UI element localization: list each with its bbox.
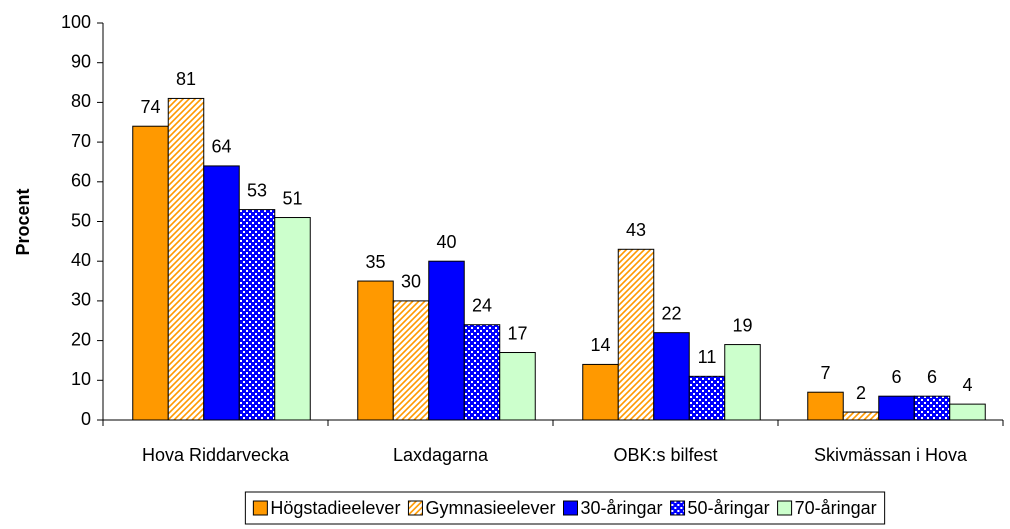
y-tick-label: 30 — [71, 290, 91, 310]
data-label: 17 — [507, 323, 527, 343]
x-tick-label: Laxdagarna — [393, 445, 489, 465]
y-tick-label: 70 — [71, 131, 91, 151]
y-tick-label: 100 — [61, 12, 91, 32]
data-label: 22 — [661, 303, 681, 323]
legend-swatch — [670, 500, 686, 516]
data-label: 35 — [365, 252, 385, 272]
x-tick-label: OBK:s bilfest — [613, 445, 717, 465]
bar — [807, 391, 844, 421]
y-tick-label: 60 — [71, 171, 91, 191]
bar — [617, 248, 655, 421]
legend-label: 70-åringar — [795, 498, 877, 518]
bar — [582, 363, 619, 421]
y-tick-label: 20 — [71, 329, 91, 349]
data-label: 74 — [140, 97, 160, 117]
legend: Högstadieelever Gymnasieelever 30-åringar 5… — [244, 491, 886, 525]
data-label: 6 — [891, 367, 901, 387]
legend-swatch — [777, 500, 793, 516]
data-label: 81 — [176, 69, 196, 89]
data-label: 40 — [436, 232, 456, 252]
y-tick-label: 90 — [71, 51, 91, 71]
bar — [203, 165, 240, 421]
legend-label: Gymnasieelever — [425, 498, 555, 518]
legend-label: Högstadieelever — [270, 498, 400, 518]
y-tick-label: 50 — [71, 210, 91, 230]
x-tick-label: Hova Riddarvecka — [142, 445, 290, 465]
y-tick-label: 80 — [71, 91, 91, 111]
data-label: 24 — [472, 295, 492, 315]
bar — [132, 125, 169, 421]
x-tick-label: Skivmässan i Hova — [814, 445, 968, 465]
data-label: 19 — [732, 315, 752, 335]
bar — [392, 300, 430, 421]
data-label: 51 — [282, 188, 302, 208]
data-label: 43 — [626, 220, 646, 240]
legend-swatch — [252, 500, 268, 516]
data-label: 14 — [590, 335, 610, 355]
data-label: 11 — [698, 347, 717, 367]
legend-label: 50-åringar — [688, 498, 770, 518]
legend-label: 30-åringar — [581, 498, 663, 518]
bar — [913, 395, 951, 421]
bar — [357, 280, 394, 421]
bar — [724, 344, 761, 421]
y-tick-label: 10 — [71, 369, 91, 389]
legend-swatch — [563, 500, 578, 516]
y-tick-label: 0 — [81, 409, 91, 429]
bar — [463, 324, 501, 421]
bar — [428, 260, 465, 421]
data-label: 4 — [962, 375, 972, 395]
bar — [842, 411, 880, 421]
data-label: 30 — [401, 272, 421, 292]
bar — [499, 352, 536, 421]
bar — [688, 375, 726, 421]
data-label: 64 — [211, 137, 231, 157]
bar — [653, 332, 690, 421]
data-label: 53 — [247, 180, 267, 200]
data-label: 7 — [820, 363, 830, 383]
y-tick-label: 40 — [71, 250, 91, 270]
data-label: 6 — [927, 367, 937, 387]
legend-swatch — [407, 500, 423, 516]
bar — [238, 209, 276, 421]
bar — [949, 403, 986, 421]
bar — [274, 217, 311, 421]
bar — [167, 97, 205, 421]
data-label: 2 — [856, 383, 866, 403]
bar — [878, 395, 915, 421]
y-axis-label: Procent — [13, 188, 33, 255]
